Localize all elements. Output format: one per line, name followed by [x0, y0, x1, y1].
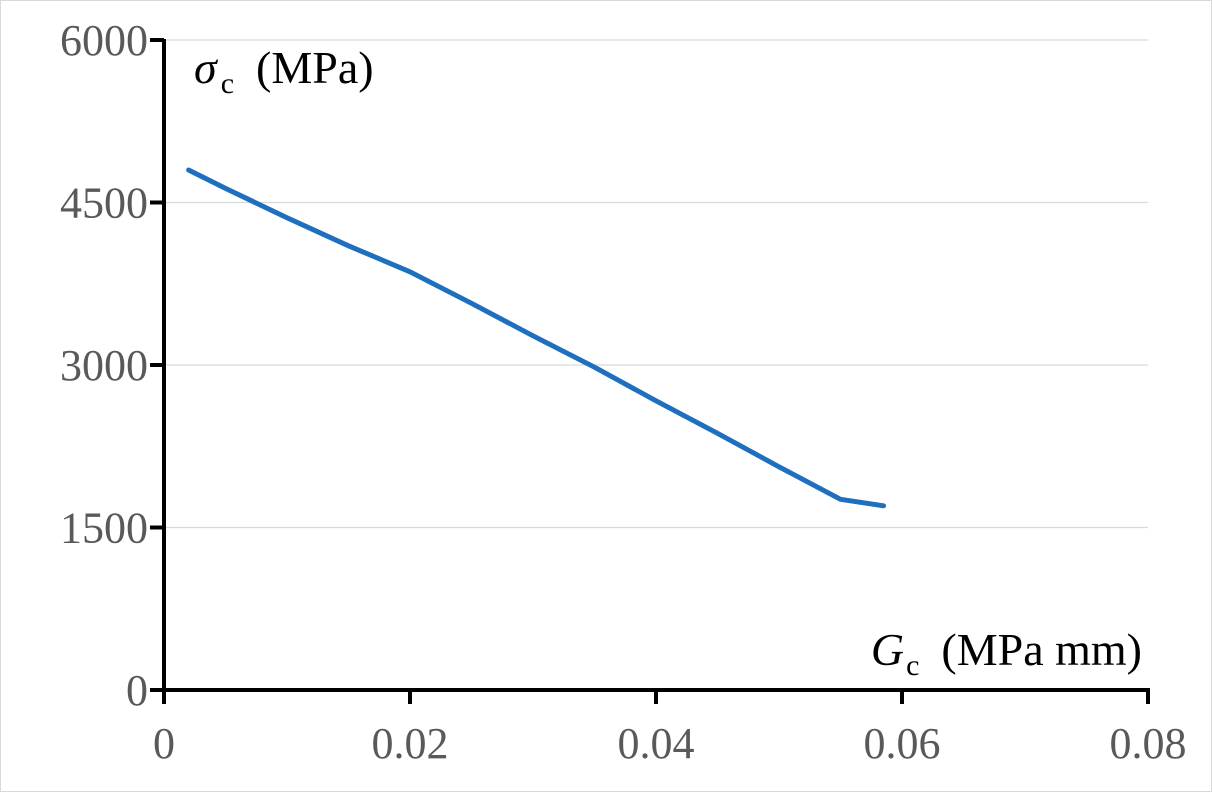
- series-line: [186, 167, 887, 509]
- axes: [150, 38, 1150, 704]
- x-tick-label: 0: [153, 719, 175, 768]
- y-axis-subscript: c: [221, 67, 234, 100]
- y-axis-unit: (MPa): [256, 42, 374, 93]
- y-tick-label: 6000: [60, 16, 148, 65]
- y-tick-label: 1500: [60, 504, 148, 553]
- data-series: [186, 167, 887, 509]
- x-axis-unit: (MPa mm): [941, 624, 1142, 675]
- x-tick-label: 0.04: [618, 719, 695, 768]
- gridlines: [164, 39, 1148, 529]
- x-axis-title: Gc (MPa mm): [871, 624, 1142, 682]
- y-tick-label: 3000: [60, 341, 148, 390]
- y-tick-label: 0: [126, 666, 148, 715]
- y-axis-title: σ c (MPa): [194, 42, 374, 100]
- x-tick-label: 0.06: [864, 719, 941, 768]
- x-axis-subscript: c: [906, 649, 919, 682]
- x-tick-label: 0.08: [1110, 719, 1187, 768]
- tick-labels: 0 1500 3000 4500 6000 0 0.02 0.04 0.06 0.08: [60, 16, 1187, 768]
- y-tick-label: 4500: [60, 179, 148, 228]
- y-axis-symbol: σ: [194, 42, 219, 93]
- x-axis-symbol: G: [871, 624, 904, 675]
- axis-titles: σ c (MPa) Gc (MPa mm): [194, 42, 1142, 682]
- x-tick-label: 0.02: [372, 719, 449, 768]
